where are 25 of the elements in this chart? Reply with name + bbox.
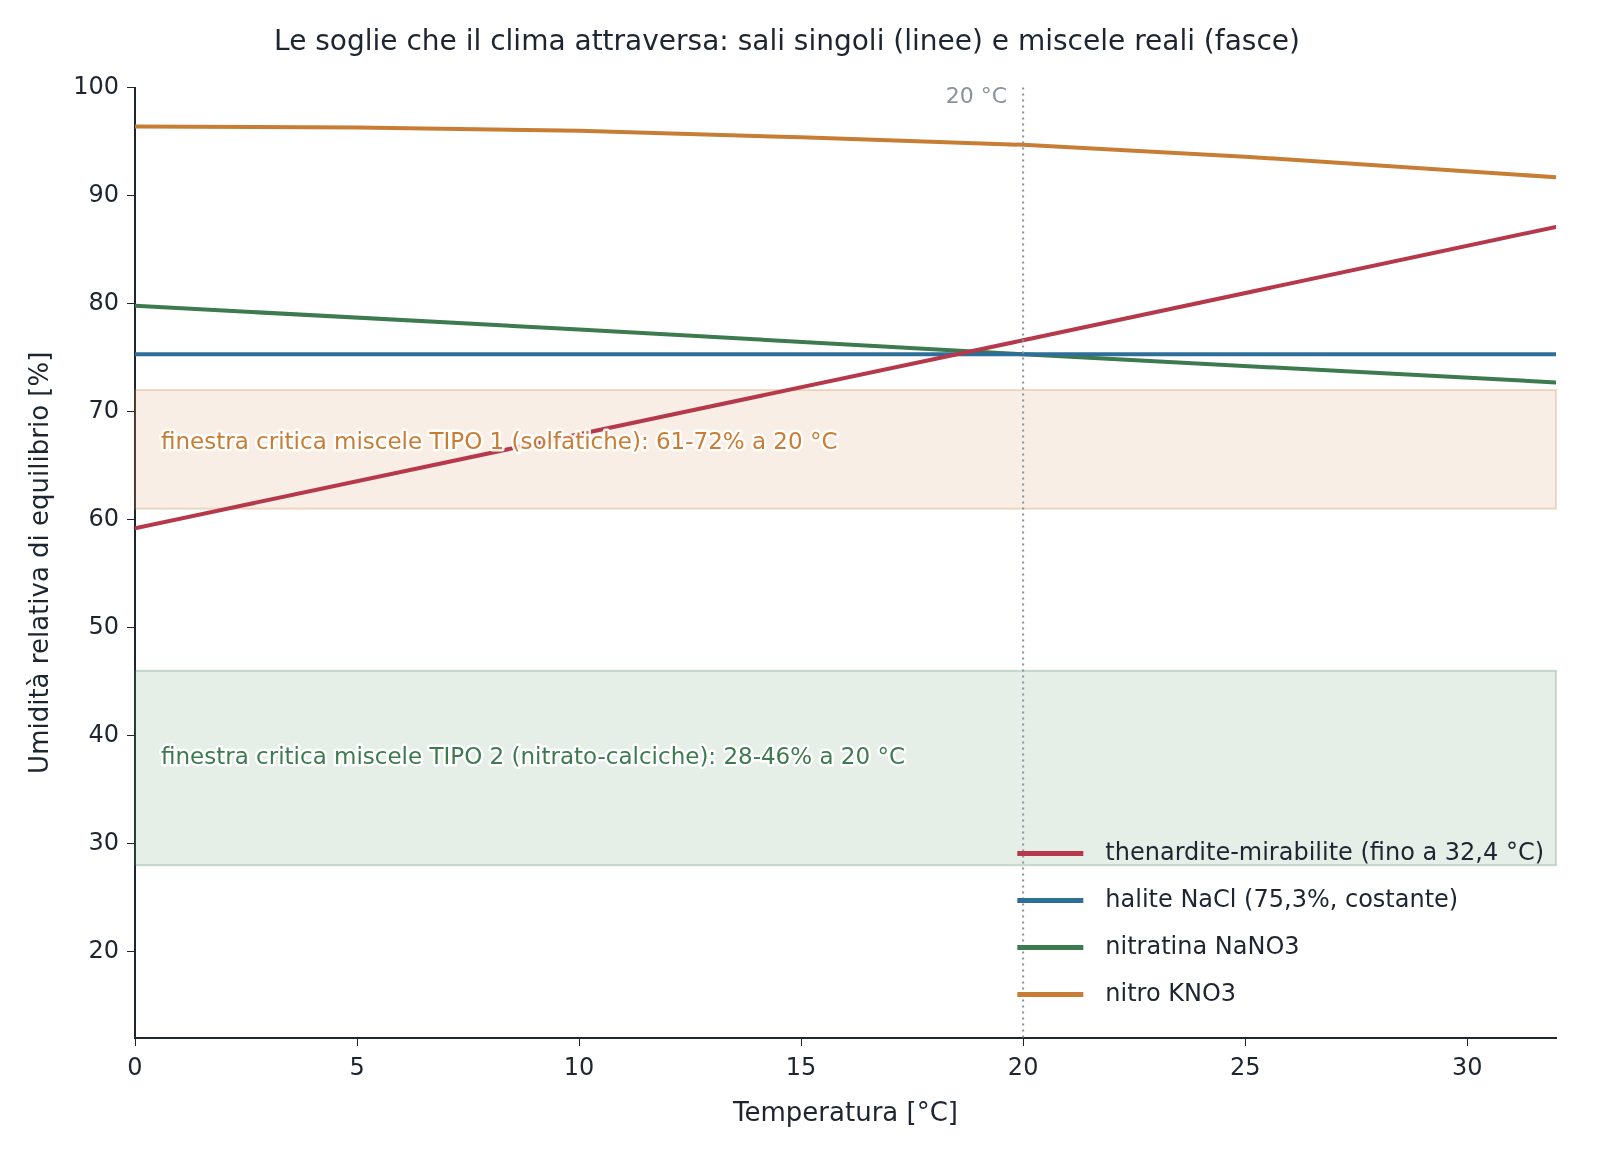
x-tick-label: 30	[1451, 1052, 1483, 1081]
y-tick-label: 30	[88, 827, 120, 856]
legend-label: nitro KNO3	[1105, 978, 1237, 1007]
x-tick-label: 20	[1007, 1052, 1039, 1081]
chart-title: Le soglie che il clima attraversa: sali singoli (linee) e miscele reali (fasce)	[274, 24, 1300, 58]
legend-label: thenardite-mirabilite (fino a 32,4 °C)	[1105, 837, 1545, 866]
y-tick-label: 20	[88, 935, 120, 964]
legend-label: halite NaCl (75,3%, costante)	[1105, 884, 1459, 913]
y-tick-label: 70	[88, 395, 120, 424]
x-tick-label: 5	[349, 1052, 365, 1081]
y-tick-label: 90	[88, 179, 120, 208]
legend-label: nitratina NaNO3	[1105, 931, 1300, 960]
x-tick-label: 25	[1229, 1052, 1261, 1081]
y-tick-label: 40	[88, 719, 120, 748]
y-tick-label: 80	[88, 287, 120, 316]
band-label: finestra critica miscele TIPO 2 (nitrato-calciche): 28-46% a 20 °C	[161, 743, 905, 770]
y-tick-label: 100	[73, 71, 120, 100]
ref-line-label: 20 °C	[945, 83, 1008, 109]
y-axis-title: Umidità relativa di equilibrio [%]	[24, 351, 55, 774]
y-tick-label: 50	[88, 611, 120, 640]
x-tick-label: 0	[127, 1052, 143, 1081]
x-axis-title: Temperatura [°C]	[732, 1097, 958, 1128]
x-tick-label: 10	[563, 1052, 595, 1081]
y-tick-label: 60	[88, 503, 120, 532]
x-tick-label: 15	[785, 1052, 817, 1081]
